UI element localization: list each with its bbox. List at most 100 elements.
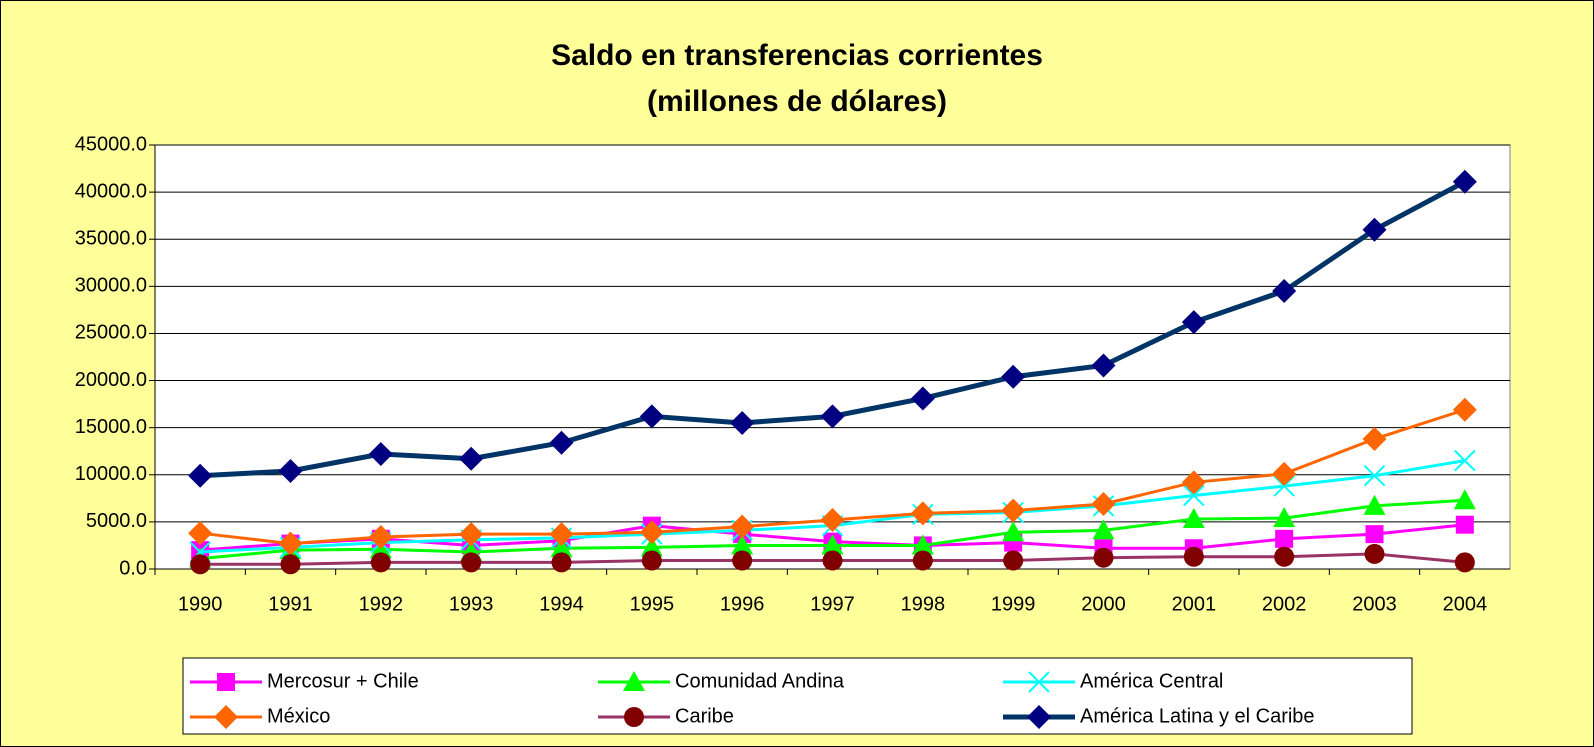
data-point — [1183, 546, 1204, 567]
data-point — [459, 446, 484, 471]
data-point — [1272, 279, 1297, 304]
legend-marker — [217, 673, 235, 691]
data-point — [1365, 525, 1384, 544]
data-point — [821, 534, 844, 555]
data-point — [1273, 507, 1296, 528]
y-tick-label: 20000.0 — [75, 369, 147, 391]
data-point — [1001, 364, 1026, 389]
data-point — [1274, 546, 1295, 567]
data-point — [1362, 217, 1387, 242]
x-tick-label: 1992 — [359, 593, 404, 615]
chart-title: Saldo en transferencias corrientes — [551, 39, 1043, 72]
data-point — [459, 522, 484, 547]
y-tick-label: 15000.0 — [75, 416, 147, 438]
x-tick-label: 1994 — [539, 593, 584, 615]
x-tick-label: 1998 — [901, 593, 946, 615]
data-point — [1363, 494, 1386, 515]
y-tick-label: 10000.0 — [75, 463, 147, 485]
data-point — [1183, 484, 1205, 507]
data-point — [190, 554, 211, 575]
data-point — [1275, 529, 1294, 548]
data-point — [730, 514, 755, 539]
data-point — [368, 524, 393, 549]
data-point — [461, 552, 482, 573]
data-point — [911, 534, 934, 555]
data-point — [1181, 310, 1206, 335]
data-point — [731, 534, 754, 555]
data-point — [730, 410, 755, 435]
y-tick-label: 35000.0 — [75, 228, 147, 250]
data-point — [1364, 543, 1385, 564]
data-point — [641, 550, 662, 571]
data-point — [550, 537, 573, 558]
legend-marker — [1028, 671, 1050, 693]
x-tick-label: 1997 — [810, 593, 855, 615]
x-tick-label: 1999 — [991, 593, 1036, 615]
data-point — [370, 552, 391, 573]
data-point — [1091, 491, 1116, 516]
y-tick-label: 45000.0 — [75, 133, 147, 155]
data-point — [639, 520, 664, 545]
data-point — [1091, 353, 1116, 378]
y-tick-label: 40000.0 — [75, 180, 147, 202]
data-point — [1272, 461, 1297, 486]
data-point — [1181, 470, 1206, 495]
data-point — [1182, 508, 1205, 529]
data-point — [1273, 475, 1295, 497]
y-tick-label: 30000.0 — [75, 275, 147, 297]
data-point — [820, 508, 845, 533]
x-tick-label: 1996 — [720, 593, 765, 615]
x-tick-label: 1995 — [630, 593, 675, 615]
legend-label: América Central — [1080, 670, 1223, 692]
data-point — [1092, 519, 1115, 540]
data-point — [549, 430, 574, 455]
plot-area — [154, 144, 1511, 570]
data-point — [551, 552, 572, 573]
legend-label: Caribe — [675, 705, 734, 727]
data-point — [280, 554, 301, 575]
data-point — [822, 550, 843, 571]
x-tick-label: 1991 — [268, 593, 313, 615]
data-point — [188, 463, 213, 488]
data-point — [1362, 426, 1387, 451]
chart-title: (millones de dólares) — [647, 85, 947, 118]
x-tick-label: 1993 — [449, 593, 494, 615]
data-point — [188, 521, 213, 546]
x-tick-label: 2003 — [1352, 593, 1397, 615]
y-tick-label: 5000.0 — [86, 510, 147, 532]
data-point — [1002, 521, 1025, 542]
legend-marker — [624, 707, 644, 727]
legend-marker — [214, 705, 238, 729]
data-point — [1363, 465, 1386, 487]
legend-label: Comunidad Andina — [675, 670, 845, 692]
x-tick-label: 2002 — [1262, 593, 1307, 615]
data-point — [1453, 489, 1476, 510]
x-tick-label: 1990 — [178, 593, 223, 615]
data-point — [1454, 552, 1475, 573]
data-point — [368, 442, 393, 467]
data-point — [1454, 449, 1476, 472]
data-point — [278, 531, 303, 556]
x-tick-label: 2000 — [1081, 593, 1126, 615]
legend-marker — [1027, 705, 1051, 729]
legend-marker — [623, 671, 645, 691]
legend-label: Mercosur + Chile — [267, 670, 419, 692]
data-point — [640, 536, 663, 557]
data-point — [820, 404, 845, 429]
legend — [182, 657, 1413, 735]
data-point — [1093, 547, 1114, 568]
legend-label: México — [267, 705, 330, 727]
data-point — [912, 550, 933, 571]
y-tick-label: 25000.0 — [75, 322, 147, 344]
data-point — [549, 522, 574, 547]
data-point — [910, 501, 935, 526]
x-tick-label: 2004 — [1443, 593, 1488, 615]
data-point — [278, 459, 303, 484]
data-point — [1001, 498, 1026, 523]
y-tick-label: 0.0 — [119, 557, 147, 579]
data-point — [732, 550, 753, 571]
x-tick-label: 2001 — [1172, 593, 1217, 615]
data-point — [1003, 550, 1024, 571]
legend-label: América Latina y el Caribe — [1080, 705, 1315, 727]
